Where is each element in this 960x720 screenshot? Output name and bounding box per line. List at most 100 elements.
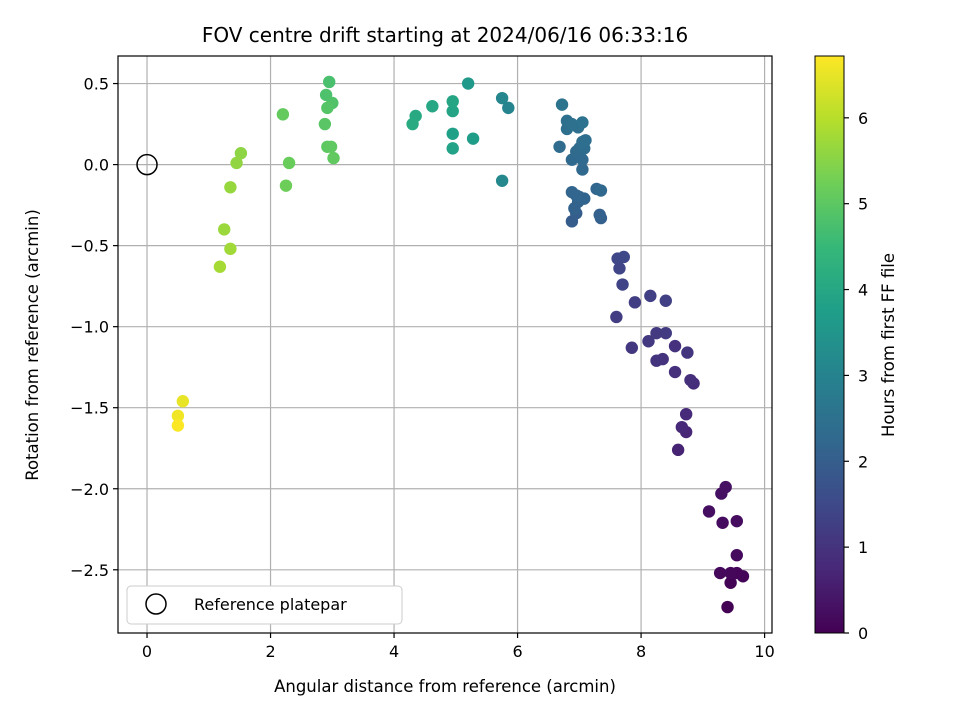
data-point: [446, 95, 459, 108]
y-tick-label: −0.5: [70, 237, 109, 256]
colorbar-ticks: 0 1 2 3 4 5 6: [844, 109, 868, 643]
x-tick-label: 4: [389, 642, 399, 661]
data-point: [426, 100, 439, 113]
colorbar: 0 1 2 3 4 5 6 Hours from first FF file: [814, 55, 898, 643]
x-tick-label: 2: [265, 642, 275, 661]
data-point: [446, 127, 459, 140]
reference-platepar-marker: [136, 153, 158, 176]
colorbar-label: Hours from first FF file: [879, 253, 898, 437]
data-point: [495, 91, 509, 105]
colorbar-tick-label: 3: [858, 366, 868, 385]
colorbar-tick-label: 4: [858, 281, 868, 300]
y-axis-label: Rotation from reference (arcmin): [23, 209, 42, 481]
y-tick-label: −1.5: [70, 399, 109, 418]
x-tick-label: 0: [142, 642, 152, 661]
data-point: [461, 77, 475, 90]
data-point: [555, 98, 569, 111]
data-point: [713, 566, 727, 580]
data-point: [650, 354, 663, 367]
y-tick-label: −1.0: [70, 318, 109, 337]
x-axis-label: Angular distance from reference (arcmin): [274, 677, 616, 696]
data-point: [323, 75, 336, 89]
data-point: [502, 101, 515, 115]
data-point: [721, 600, 734, 614]
data-point: [650, 326, 663, 340]
data-point: [730, 549, 743, 562]
data-point: [593, 208, 606, 222]
data-point: [282, 156, 296, 170]
data-point: [446, 142, 459, 155]
data-point: [659, 294, 672, 307]
data-point: [668, 339, 682, 353]
data-point: [616, 278, 629, 291]
data-point: [171, 409, 185, 423]
data-points: [171, 75, 750, 614]
data-point: [659, 326, 672, 340]
data-point: [321, 101, 334, 115]
data-point: [628, 296, 642, 309]
data-point: [702, 505, 716, 518]
data-point: [610, 310, 623, 324]
y-tick-label: −2.5: [70, 561, 109, 580]
data-point: [668, 365, 682, 379]
data-point: [579, 134, 592, 147]
data-point: [625, 341, 639, 354]
data-point: [230, 156, 243, 170]
x-tick-label: 10: [754, 642, 774, 661]
data-point: [218, 223, 231, 236]
chart-title: FOV centre drift starting at 2024/06/16 …: [202, 23, 688, 47]
data-point: [171, 419, 185, 432]
data-point: [318, 117, 332, 131]
colorbar-tick-label: 2: [858, 452, 868, 471]
data-point: [716, 516, 729, 529]
colorbar-tick-label: 0: [858, 624, 868, 643]
colorbar-tick-label: 1: [858, 538, 868, 557]
colorbar-tick-label: 5: [858, 195, 868, 214]
y-tick-label: 0.5: [84, 75, 109, 94]
data-point: [446, 104, 459, 118]
data-point: [671, 443, 685, 457]
data-point: [679, 407, 693, 421]
legend-reference-marker: [145, 593, 167, 615]
data-point: [276, 108, 290, 121]
data-point: [644, 289, 657, 303]
data-point: [495, 174, 509, 188]
x-axis-ticks: 0 2 4 6 8 10: [142, 633, 775, 661]
data-point: [617, 250, 630, 264]
data-point: [730, 514, 743, 528]
legend: Reference platepar: [126, 585, 403, 625]
data-point: [234, 147, 248, 160]
y-tick-label: 0.0: [84, 156, 109, 175]
data-point: [576, 116, 589, 129]
data-point: [406, 117, 419, 131]
data-point: [279, 179, 293, 192]
data-point: [613, 262, 626, 275]
y-tick-label: −2.0: [70, 480, 109, 499]
x-tick-label: 8: [636, 642, 646, 661]
data-point: [565, 117, 579, 131]
data-point: [176, 395, 190, 408]
data-point: [684, 373, 697, 387]
plot-frame: [117, 55, 773, 634]
data-point: [724, 576, 737, 589]
grid: [118, 56, 772, 633]
data-point: [553, 140, 566, 153]
data-point: [327, 151, 340, 165]
data-point: [681, 346, 694, 359]
data-point: [719, 480, 732, 494]
data-point: [466, 132, 480, 145]
data-point: [324, 140, 338, 153]
colorbar-gradient: [814, 55, 845, 634]
legend-entry-reference-platepar: Reference platepar: [194, 595, 347, 614]
colorbar-tick-label: 6: [858, 109, 868, 128]
data-point: [224, 181, 237, 194]
data-point: [224, 242, 237, 256]
legend-box: [126, 585, 403, 625]
x-tick-label: 6: [512, 642, 522, 661]
data-point: [594, 184, 608, 197]
data-point: [213, 260, 227, 273]
y-axis-ticks: 0.5 0.0 −0.5 −1.0 −1.5 −2.0 −2.5: [70, 75, 118, 580]
data-point: [724, 566, 737, 580]
data-point: [675, 420, 689, 434]
